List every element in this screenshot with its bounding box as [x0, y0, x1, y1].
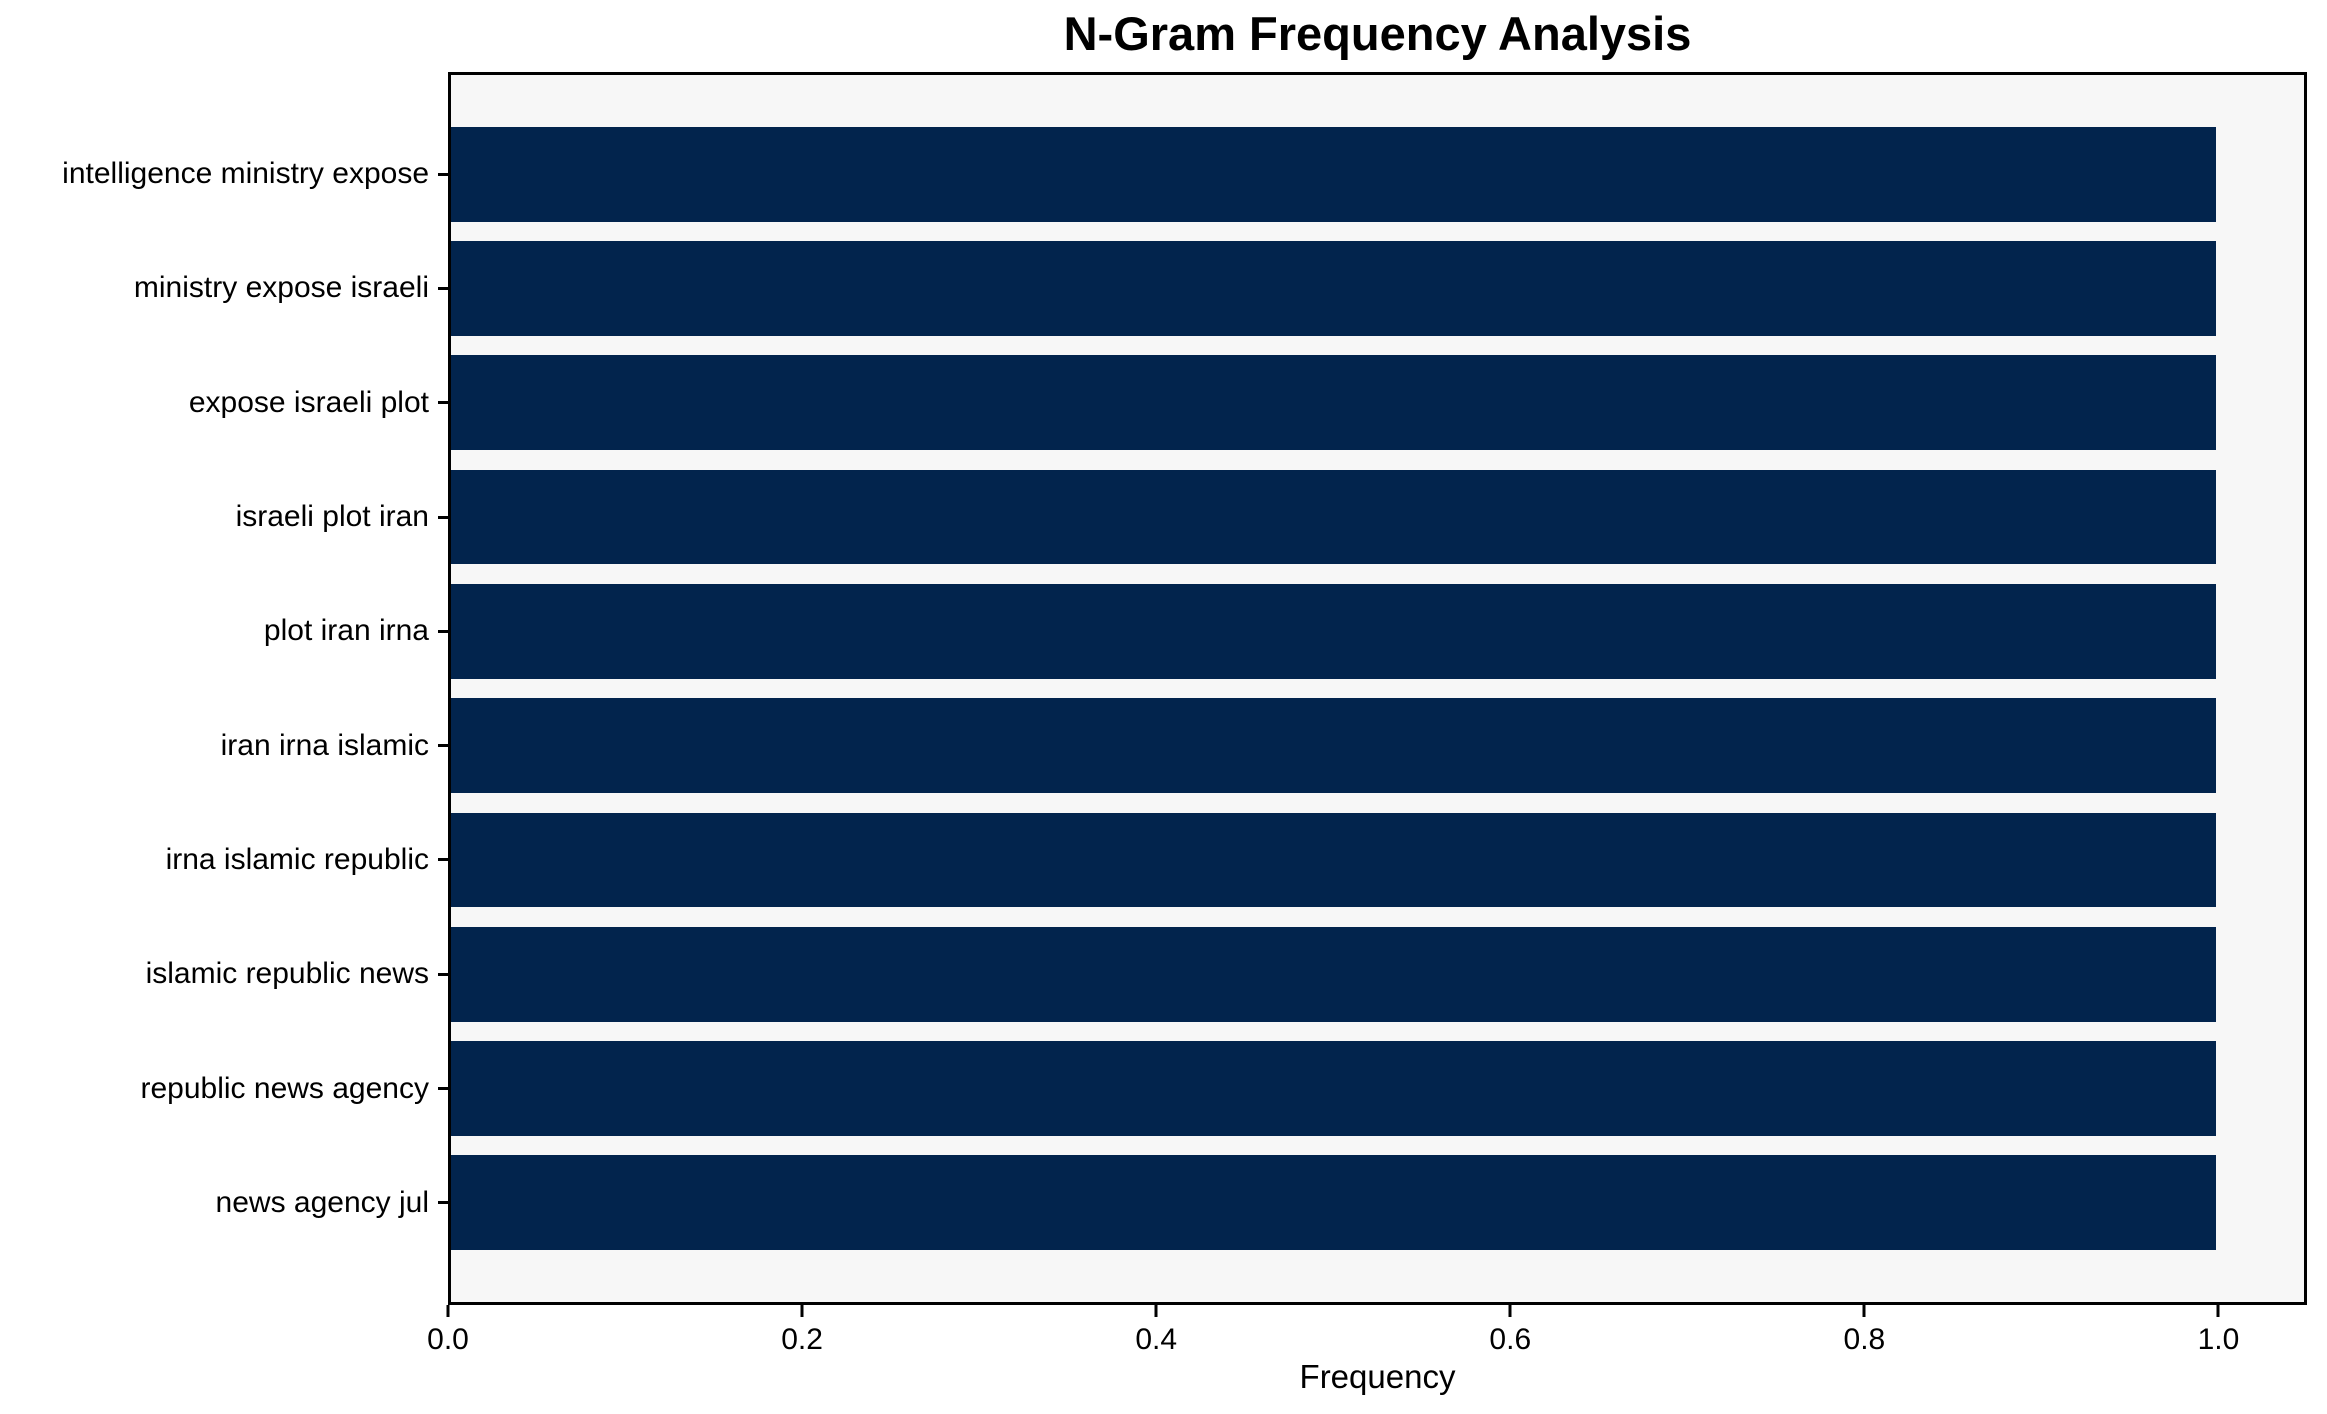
- y-row: islamic republic news: [0, 917, 448, 1031]
- x-tick-label: 0.8: [1843, 1323, 1886, 1356]
- y-row: irna islamic republic: [0, 803, 448, 917]
- x-tick-label: 0.4: [1135, 1323, 1178, 1356]
- bar-row: [451, 117, 2304, 231]
- y-row: republic news agency: [0, 1031, 448, 1145]
- bar: [451, 698, 2216, 794]
- x-tick-label: 0.0: [427, 1323, 469, 1356]
- y-tick-label: israeli plot iran: [235, 500, 429, 534]
- x-tick-mark: [1862, 1305, 1866, 1317]
- y-tick-label: expose israeli plot: [188, 385, 429, 419]
- y-tick-label: plot iran irna: [263, 614, 429, 648]
- bar-row: [451, 688, 2304, 802]
- bar-row: [451, 1146, 2304, 1260]
- x-axis: 0.0 0.2 0.4 0.6 0.8 1.0: [427, 1305, 2307, 1405]
- y-axis-labels: intelligence ministry expose ministry exp…: [0, 72, 448, 1305]
- y-tick-mark: [438, 972, 448, 976]
- bar: [451, 126, 2216, 222]
- bar-row: [451, 346, 2304, 460]
- y-tick-label: iran irna islamic: [220, 728, 429, 762]
- bars-area: [451, 75, 2304, 1302]
- chart-title: N-Gram Frequency Analysis: [1063, 7, 1692, 60]
- y-tick-label: ministry expose israeli: [133, 271, 429, 305]
- bar-row: [451, 917, 2304, 1031]
- y-tick-mark: [438, 1201, 448, 1205]
- x-tick-label: 0.2: [781, 1323, 823, 1356]
- y-tick-mark: [438, 515, 448, 519]
- x-tick-mark: [1154, 1305, 1158, 1317]
- y-tick-mark: [438, 744, 448, 748]
- bar: [451, 355, 2216, 451]
- y-tick-label: islamic republic news: [145, 957, 429, 991]
- bar-row: [451, 460, 2304, 574]
- bar-row: [451, 574, 2304, 688]
- y-row: expose israeli plot: [0, 346, 448, 460]
- x-tick-mark: [1508, 1305, 1512, 1317]
- x-tick-label: 0.6: [1489, 1323, 1532, 1356]
- bar: [451, 812, 2216, 908]
- y-tick-label: news agency jul: [215, 1185, 429, 1219]
- y-row: intelligence ministry expose: [0, 117, 448, 231]
- bar-row: [451, 231, 2304, 345]
- y-row: ministry expose israeli: [0, 231, 448, 345]
- y-tick-mark: [438, 286, 448, 290]
- y-row: israeli plot iran: [0, 460, 448, 574]
- bar-row: [451, 803, 2304, 917]
- x-tick-mark: [800, 1305, 804, 1317]
- bar-row: [451, 1031, 2304, 1145]
- y-tick-mark: [438, 858, 448, 862]
- bar: [451, 1155, 2216, 1251]
- y-row: iran irna islamic: [0, 688, 448, 802]
- y-tick-mark: [438, 1087, 448, 1091]
- bar: [451, 1041, 2216, 1136]
- y-tick-label: irna islamic republic: [165, 842, 429, 876]
- y-row: news agency jul: [0, 1146, 448, 1260]
- x-axis-title: Frequency: [1299, 1358, 1456, 1395]
- y-tick-label: republic news agency: [140, 1071, 429, 1105]
- y-tick-mark: [438, 629, 448, 633]
- x-tick-label: 1.0: [2197, 1323, 2240, 1356]
- plot-area: [448, 72, 2307, 1305]
- bar: [451, 583, 2216, 679]
- bar: [451, 926, 2216, 1022]
- y-tick-label: intelligence ministry expose: [62, 157, 429, 191]
- y-tick-mark: [438, 172, 448, 176]
- x-tick-mark: [446, 1305, 450, 1317]
- bar: [451, 241, 2216, 336]
- y-row: plot iran irna: [0, 574, 448, 688]
- x-tick-mark: [2216, 1305, 2220, 1317]
- y-tick-mark: [438, 401, 448, 405]
- bar: [451, 469, 2216, 565]
